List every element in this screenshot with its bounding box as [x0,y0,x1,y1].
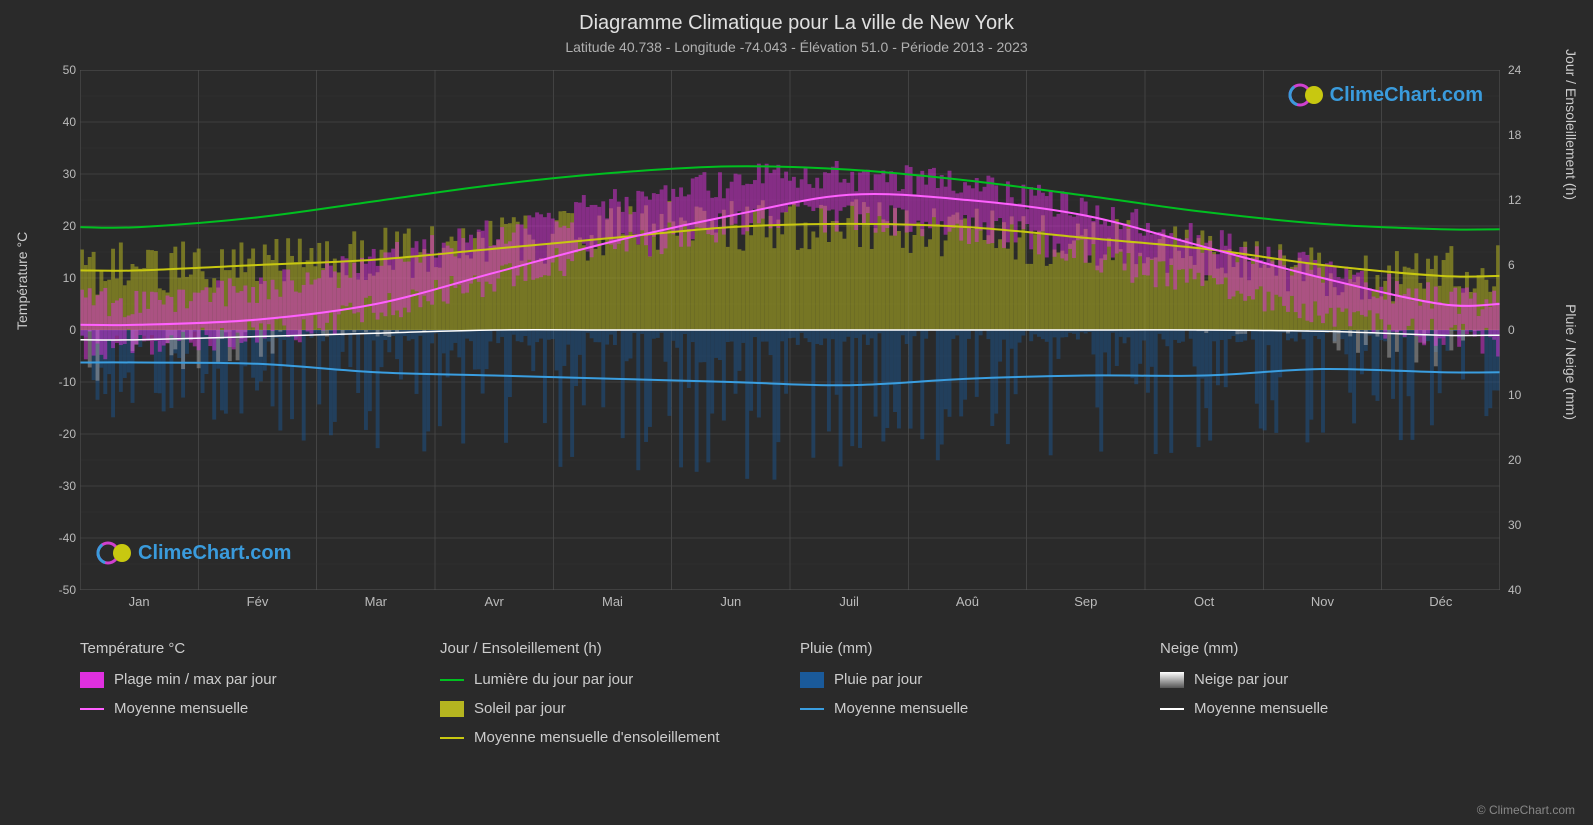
climate-chart-container: Diagramme Climatique pour La ville de Ne… [0,0,1593,825]
legend-label: Neige par jour [1194,671,1288,688]
legend-item-rain-daily: Pluie par jour [800,671,1140,688]
legend-label: Moyenne mensuelle [114,700,248,717]
legend-label: Plage min / max par jour [114,671,277,688]
month-label: Déc [1382,594,1500,614]
swatch-rain [800,672,824,688]
legend-item-temp-range: Plage min / max par jour [80,671,420,688]
brand-name: ClimeChart.com [1330,84,1483,107]
legend-heading-temp: Température °C [80,640,420,657]
month-label: Oct [1145,594,1263,614]
swatch-daylight [440,679,464,681]
month-label: Nov [1263,594,1381,614]
legend-heading-day: Jour / Ensoleillement (h) [440,640,780,657]
swatch-sun [440,701,464,717]
month-label: Mai [553,594,671,614]
month-label: Juil [790,594,908,614]
brand-logo-icon [96,540,132,566]
swatch-snow [1160,672,1184,688]
legend-label: Soleil par jour [474,700,566,717]
legend-item-snow-daily: Neige par jour [1160,671,1500,688]
legend-heading-snow: Neige (mm) [1160,640,1500,657]
legend: Température °C Plage min / max par jour … [80,640,1500,746]
legend-col-snow: Neige (mm) Neige par jour Moyenne mensue… [1160,640,1500,746]
legend-label: Pluie par jour [834,671,922,688]
legend-label: Lumière du jour par jour [474,671,633,688]
chart-plot-area [80,70,1500,590]
legend-label: Moyenne mensuelle [834,700,968,717]
copyright-text: © ClimeChart.com [1477,803,1575,817]
month-label: Jan [80,594,198,614]
month-label: Sep [1027,594,1145,614]
month-label: Fév [198,594,316,614]
legend-item-snow-mean: Moyenne mensuelle [1160,700,1500,717]
month-label: Mar [317,594,435,614]
y-right-tick-labels: 2418126010203040 [1508,70,1548,590]
legend-item-sun: Soleil par jour [440,700,780,717]
month-label: Avr [435,594,553,614]
chart-svg [80,70,1500,590]
y-axis-right-bottom-label: Pluie / Neige (mm) [1563,304,1579,420]
watermark-top: ClimeChart.com [1288,82,1483,108]
brand-name: ClimeChart.com [138,542,291,565]
y-axis-left-label: Température °C [14,232,30,330]
swatch-temp-mean [80,708,104,710]
swatch-rain-mean [800,708,824,710]
legend-col-day: Jour / Ensoleillement (h) Lumière du jou… [440,640,780,746]
legend-col-temp: Température °C Plage min / max par jour … [80,640,420,746]
swatch-sun-mean [440,737,464,739]
y-axis-right-top-label: Jour / Ensoleillement (h) [1563,49,1579,200]
x-axis-month-labels: JanFévMarAvrMaiJunJuilAoûSepOctNovDéc [80,594,1500,614]
month-label: Jun [672,594,790,614]
chart-title: Diagramme Climatique pour La ville de Ne… [0,0,1593,35]
legend-label: Moyenne mensuelle d'ensoleillement [474,729,720,746]
legend-item-temp-mean: Moyenne mensuelle [80,700,420,717]
watermark-bottom: ClimeChart.com [96,540,291,566]
legend-col-rain: Pluie (mm) Pluie par jour Moyenne mensue… [800,640,1140,746]
month-label: Aoû [908,594,1026,614]
y-left-tick-labels: 50403020100-10-20-30-40-50 [36,70,76,590]
legend-item-sun-mean: Moyenne mensuelle d'ensoleillement [440,729,780,746]
legend-label: Moyenne mensuelle [1194,700,1328,717]
swatch-snow-mean [1160,708,1184,710]
legend-heading-rain: Pluie (mm) [800,640,1140,657]
legend-item-daylight: Lumière du jour par jour [440,671,780,688]
chart-subtitle: Latitude 40.738 - Longitude -74.043 - Él… [0,35,1593,55]
legend-item-rain-mean: Moyenne mensuelle [800,700,1140,717]
swatch-temp-range [80,672,104,688]
brand-logo-icon [1288,82,1324,108]
